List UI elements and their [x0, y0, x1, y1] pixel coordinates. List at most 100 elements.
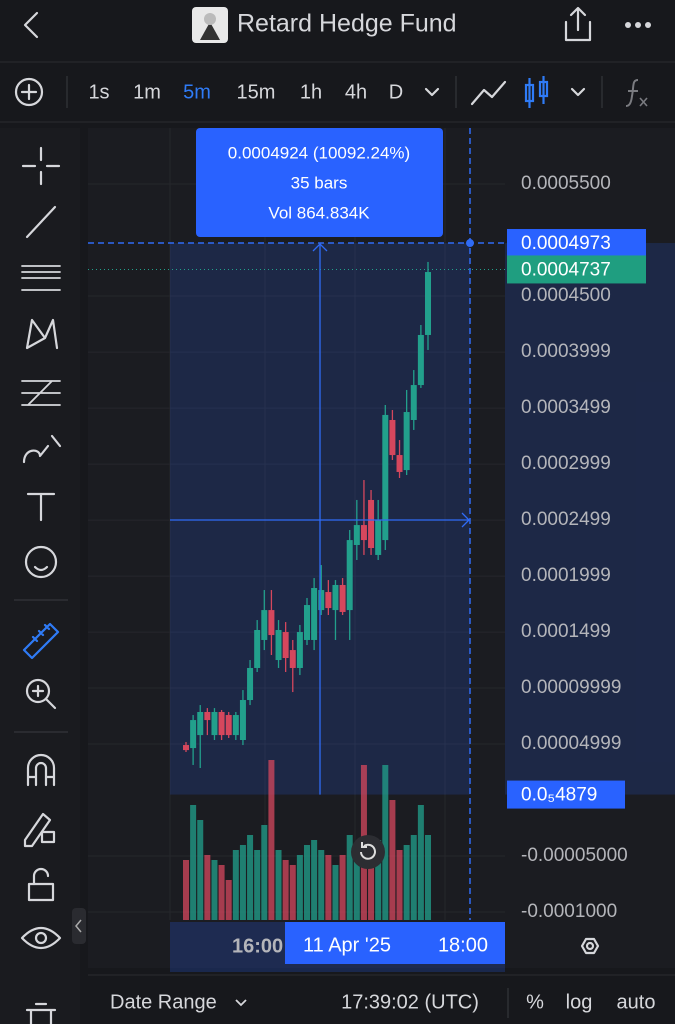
back-button[interactable] [23, 11, 39, 39]
crosshair-tool[interactable] [21, 146, 61, 186]
volume-bar [282, 860, 289, 920]
add-icon [20, 83, 38, 101]
candle-body [360, 525, 367, 541]
interval-button[interactable]: 5m [183, 81, 211, 103]
volume-bar [261, 825, 268, 920]
candle-body [183, 745, 189, 751]
pattern-tool[interactable] [25, 318, 59, 350]
measure-tool[interactable] [22, 622, 60, 660]
volume-bar [311, 840, 318, 920]
percent-toggle[interactable]: % [526, 991, 544, 1013]
volume-bar [425, 835, 431, 920]
candle-body [197, 711, 204, 736]
chart-type-dropdown[interactable] [570, 87, 586, 97]
avatar-figure [200, 22, 220, 40]
interval-button[interactable]: D [389, 81, 403, 103]
auto-toggle[interactable]: auto [617, 991, 656, 1013]
more-button[interactable] [625, 22, 651, 28]
lock-tool[interactable] [27, 882, 55, 902]
volume-bar [289, 865, 296, 920]
log-toggle[interactable]: log [566, 991, 593, 1013]
volume-bar [410, 835, 417, 920]
volume-bar [304, 845, 310, 920]
x-tick-label: 16:00 [232, 935, 283, 957]
measure-arrow-up [312, 243, 328, 252]
y-tick-label: 0.00004999 [521, 733, 621, 754]
crosshair-time: 18:00 [438, 934, 488, 956]
candle-body [332, 584, 339, 611]
y-tick-label: 0.0001999 [521, 565, 611, 586]
trash-tool[interactable] [25, 1002, 57, 1024]
y-tick-label: 0.0005500 [521, 173, 611, 194]
add-button[interactable] [14, 77, 44, 107]
volume-bar [417, 805, 424, 920]
candle-body [232, 715, 239, 736]
share-button[interactable] [564, 6, 592, 42]
volume-bar [232, 850, 239, 920]
y-tick-label: 0.0001499 [521, 621, 611, 642]
interval-button[interactable]: 1h [300, 81, 322, 103]
volume-bar [375, 840, 382, 920]
clock: 17:39:02 (UTC) [341, 991, 479, 1013]
date-range-button[interactable]: Date Range [110, 991, 217, 1013]
volume-bar [396, 850, 403, 920]
candle-body [225, 715, 232, 736]
candle-body [275, 630, 282, 661]
interval-button[interactable]: 15m [237, 81, 276, 103]
volume-bar [339, 855, 346, 920]
reset-icon [360, 842, 376, 860]
measure-bars: 35 bars [291, 173, 348, 192]
prediction-tool[interactable] [21, 380, 61, 406]
magnet-tool[interactable] [26, 753, 56, 787]
volume-bar [325, 855, 332, 920]
volume-bar [204, 855, 211, 920]
reset-button[interactable] [351, 835, 385, 869]
brush-tool[interactable] [22, 434, 62, 464]
y-tick-label: 0.0002999 [521, 453, 611, 474]
hide-tool[interactable] [20, 926, 62, 950]
candle-body [289, 650, 296, 668]
date-range-chevron [235, 999, 247, 1007]
interval-button[interactable]: 4h [345, 81, 367, 103]
interval-dropdown[interactable] [424, 87, 440, 97]
interval-button[interactable]: 1m [133, 81, 161, 103]
volume-bar [211, 860, 218, 920]
candle-body [211, 711, 218, 736]
candle-body [261, 610, 268, 640]
zoom-tool[interactable] [25, 678, 51, 704]
crosshair-date: 11 Apr '25 [303, 934, 391, 956]
interval-button[interactable]: 1s [88, 81, 109, 103]
eye-pupil [34, 931, 48, 945]
avatar-head [204, 13, 216, 25]
volume-bar [254, 850, 261, 920]
candle-chart-button[interactable] [524, 76, 549, 108]
last-price-label: 0.0004737 [521, 259, 611, 280]
y-tick-label: 0.0004500 [521, 285, 611, 306]
volume-bar [353, 850, 360, 920]
volume-bar [275, 850, 282, 920]
measure-bottom-label: 0.0₅4879 [521, 785, 597, 806]
fib-tool[interactable] [21, 265, 61, 291]
y-tick-label: 0.0002499 [521, 509, 611, 530]
candle-body [247, 667, 254, 701]
line-chart-button[interactable] [470, 80, 507, 106]
candle-body [304, 605, 310, 640]
indicators-button[interactable] [625, 79, 639, 107]
emoji-tool[interactable] [24, 545, 58, 579]
trend-line-tool[interactable] [25, 205, 57, 239]
text-tool[interactable] [26, 492, 56, 522]
candle-body [417, 334, 424, 386]
drawing-tools [20, 146, 62, 1024]
volume-bar [368, 845, 375, 920]
settings-button[interactable] [580, 937, 600, 955]
candle-body [410, 385, 417, 420]
volume-bar [382, 765, 389, 920]
candle-body [425, 272, 431, 335]
candle-body [346, 540, 353, 611]
volume-bar [389, 800, 396, 920]
volume-bar [183, 860, 189, 920]
collapse-tab[interactable] [72, 908, 86, 944]
candle-body [282, 632, 289, 659]
